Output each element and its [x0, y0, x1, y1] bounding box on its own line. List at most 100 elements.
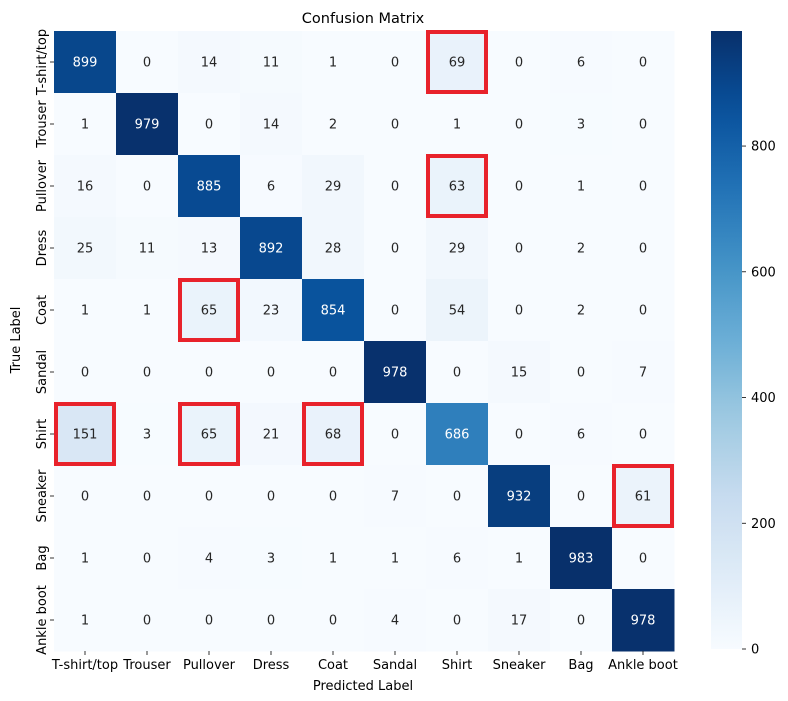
cell-value-label: 21 — [263, 428, 280, 443]
cell-value-label: 4 — [205, 552, 213, 567]
cell-value-label: 0 — [639, 118, 647, 133]
y-tick-label: T-shirt/top — [35, 29, 50, 96]
cell-value-label: 978 — [383, 366, 408, 381]
heatmap-cell — [364, 465, 427, 528]
cell-value-label: 1 — [329, 552, 337, 567]
cell-value-label: 0 — [639, 428, 647, 443]
cell-value-label: 15 — [511, 366, 528, 381]
cell-value-label: 686 — [445, 428, 470, 443]
heatmap-cell — [426, 589, 489, 652]
heatmap-cell — [240, 279, 303, 342]
cell-value-label: 2 — [577, 242, 585, 257]
colorbar-tick-label: 600 — [751, 265, 776, 280]
cell-value-label: 13 — [201, 242, 218, 257]
cell-value-label: 0 — [143, 180, 151, 195]
heatmap-cell — [426, 217, 489, 280]
heatmap-cell — [178, 403, 241, 466]
cell-value-label: 65 — [201, 428, 218, 443]
heatmap-cell — [54, 341, 117, 404]
cell-value-label: 0 — [639, 242, 647, 257]
cell-value-label: 854 — [321, 304, 346, 319]
heatmap-cell — [612, 527, 675, 590]
cell-value-label: 1 — [515, 552, 523, 567]
heatmap-cell — [240, 465, 303, 528]
highlight-box — [302, 402, 364, 466]
heatmap-cell — [116, 341, 179, 404]
cell-value-label: 0 — [267, 366, 275, 381]
highlight-box — [54, 402, 116, 466]
heatmap-cell — [364, 217, 427, 280]
heatmap-cell — [302, 341, 365, 404]
cell-value-label: 1 — [81, 118, 89, 133]
cell-value-label: 885 — [197, 180, 222, 195]
cell-value-label: 6 — [453, 552, 461, 567]
cell-value-label: 979 — [135, 118, 160, 133]
heatmap-cell — [178, 93, 241, 156]
cell-value-label: 29 — [325, 180, 342, 195]
cell-value-label: 0 — [453, 614, 461, 629]
heatmap-cell — [302, 31, 365, 94]
cell-value-label: 0 — [329, 490, 337, 505]
cell-value-label: 0 — [639, 56, 647, 71]
cell-value-label: 0 — [453, 366, 461, 381]
cell-value-label: 6 — [577, 56, 585, 71]
cell-value-label: 0 — [143, 366, 151, 381]
heatmap-cell — [240, 217, 303, 280]
highlight-box — [426, 154, 488, 218]
heatmap-cell — [240, 93, 303, 156]
heatmap-cell — [550, 589, 613, 652]
cell-value-label: 0 — [391, 180, 399, 195]
heatmap-cell — [116, 93, 179, 156]
heatmap-cell — [302, 589, 365, 652]
heatmap-cell — [240, 31, 303, 94]
heatmap-cell — [612, 465, 675, 528]
heatmap-cell — [426, 341, 489, 404]
cell-value-label: 1 — [391, 552, 399, 567]
colorbar-tick-label: 200 — [751, 517, 776, 532]
cell-value-label: 14 — [201, 56, 218, 71]
cell-value-label: 28 — [325, 242, 342, 257]
heatmap-cell — [364, 155, 427, 218]
cell-value-label: 4 — [391, 614, 399, 629]
cell-value-label: 1 — [577, 180, 585, 195]
heatmap-cell — [364, 93, 427, 156]
cell-value-label: 983 — [569, 552, 594, 567]
cell-value-label: 1 — [81, 614, 89, 629]
heatmap-cell — [54, 527, 117, 590]
y-tick-label: Sneaker — [35, 469, 50, 523]
heatmap-cell — [364, 527, 427, 590]
heatmap-cell — [178, 31, 241, 94]
cell-value-label: 61 — [635, 490, 652, 505]
colorbar-ticks: 0 200 400 600 800 — [742, 140, 776, 658]
cell-value-label: 68 — [325, 428, 342, 443]
heatmap-cell — [488, 341, 551, 404]
heatmap-cell — [550, 31, 613, 94]
heatmap-cell — [426, 403, 489, 466]
y-tick-label: Dress — [35, 229, 50, 266]
cell-value-label: 0 — [515, 56, 523, 71]
cell-value-label: 69 — [449, 56, 466, 71]
heatmap-cell — [364, 31, 427, 94]
heatmap-cell — [612, 341, 675, 404]
cell-value-label: 2 — [577, 304, 585, 319]
cell-value-label: 0 — [639, 304, 647, 319]
cell-value-label: 0 — [639, 180, 647, 195]
heatmap-cell — [116, 217, 179, 280]
heatmap-cell — [240, 589, 303, 652]
cell-value-label: 1 — [81, 552, 89, 567]
cell-value-label: 0 — [143, 552, 151, 567]
heatmap-cell — [488, 31, 551, 94]
x-axis-label: Predicted Label — [313, 679, 413, 694]
cell-value-label: 6 — [267, 180, 275, 195]
heatmap-cell — [426, 155, 489, 218]
heatmap-cell — [550, 527, 613, 590]
highlight-box — [426, 30, 488, 94]
cell-value-label: 932 — [507, 490, 532, 505]
x-tick-label: Dress — [253, 658, 290, 673]
heatmap-cell — [116, 527, 179, 590]
heatmap-cell — [302, 527, 365, 590]
heatmap-cell — [240, 403, 303, 466]
heatmap-cell — [550, 279, 613, 342]
cell-value-label: 23 — [263, 304, 280, 319]
